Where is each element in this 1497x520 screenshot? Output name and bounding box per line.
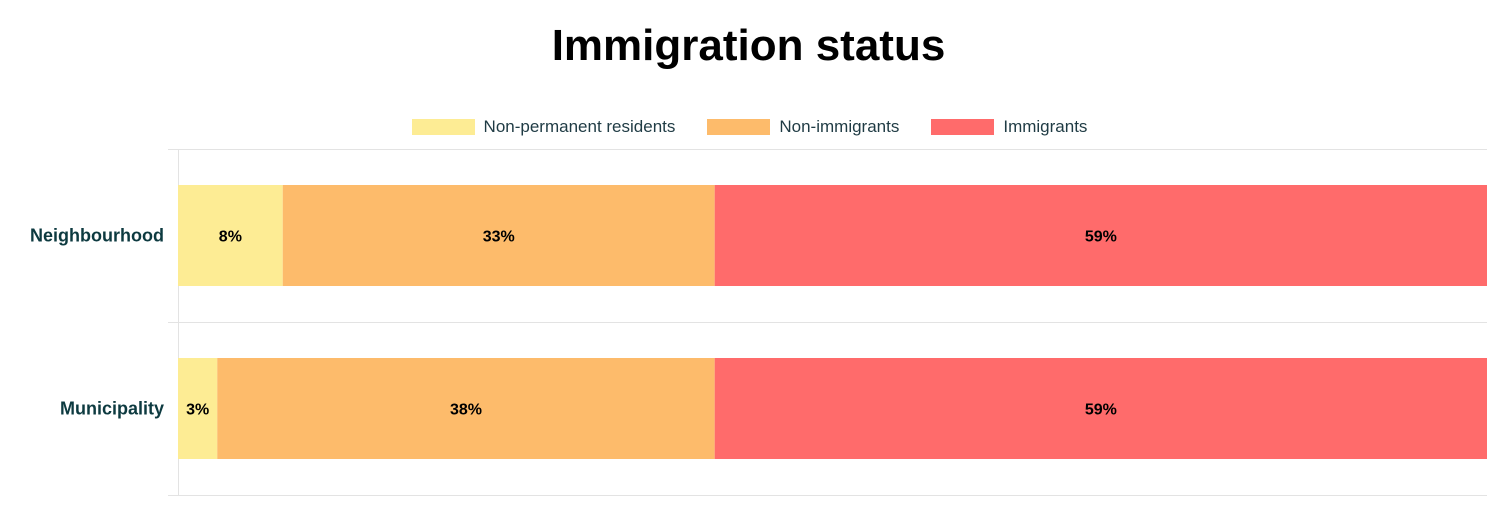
- legend-swatch: [411, 119, 475, 135]
- legend: Non-permanent residents Non-immigrants I…: [0, 116, 1497, 138]
- legend-label: Non-immigrants: [779, 117, 900, 136]
- legend-label: Non-permanent residents: [483, 117, 676, 136]
- legend-swatch: [931, 119, 995, 135]
- chart-title: Immigration status: [551, 21, 946, 70]
- data-label: 59%: [1085, 402, 1117, 419]
- bar-segment: [178, 185, 283, 286]
- data-label: 59%: [1085, 229, 1117, 246]
- legend-item-immigrants[interactable]: Immigrants: [931, 117, 1087, 137]
- data-label: 38%: [450, 402, 482, 419]
- bar-segment: [217, 358, 715, 459]
- legend-swatch: [707, 119, 771, 135]
- legend-item-non-permanent-residents[interactable]: Non-permanent residents: [411, 117, 676, 137]
- legend-label: Immigrants: [1003, 117, 1088, 136]
- data-label: 8%: [219, 229, 242, 246]
- category-label: Neighbourhood: [30, 226, 164, 246]
- bar-segment: [714, 358, 1487, 459]
- data-label: 3%: [186, 402, 209, 419]
- bar-segment: [178, 358, 218, 459]
- bar-segment: [282, 185, 715, 286]
- data-label: 33%: [483, 229, 515, 246]
- legend-item-non-immigrants[interactable]: Non-immigrants: [707, 117, 899, 137]
- bar-segment: [714, 185, 1487, 286]
- category-label: Municipality: [60, 399, 164, 419]
